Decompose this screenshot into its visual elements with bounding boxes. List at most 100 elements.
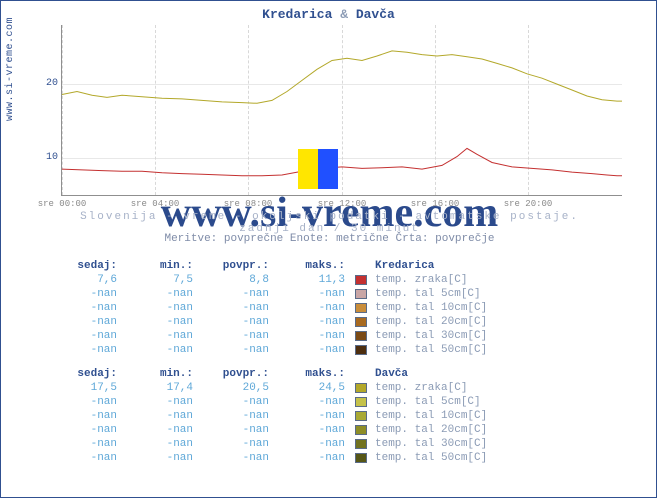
cell-povpr: -nan [201,329,277,343]
table-row: -nan-nan-nan-nantemp. tal 10cm[C] [49,409,495,423]
site-logo [298,149,338,189]
table-row: -nan-nan-nan-nantemp. tal 50cm[C] [49,451,495,465]
cell-povpr: -nan [201,409,277,423]
stats-tables: sedaj:min.:povpr.:maks.:Kredarica7,67,58… [49,259,619,475]
table-row: -nan-nan-nan-nantemp. tal 20cm[C] [49,423,495,437]
cell-maks: 24,5 [277,381,353,395]
y-tick-label: 10 [34,152,58,163]
cell-povpr: -nan [201,437,277,451]
legend-swatch [355,303,367,313]
stats-table-kredarica: sedaj:min.:povpr.:maks.:Kredarica7,67,58… [49,259,495,357]
cell-sedaj: -nan [49,395,125,409]
legend-swatch [355,345,367,355]
x-tick-label: sre 00:00 [38,199,87,209]
cell-povpr: -nan [201,315,277,329]
cell-maks: 11,3 [277,273,353,287]
cell-maks: -nan [277,423,353,437]
title-location-b: Davča [356,7,395,22]
legend-swatch [355,397,367,407]
cell-sedaj: -nan [49,437,125,451]
cell-min: -nan [125,451,201,465]
col-header-sedaj: sedaj: [49,367,125,381]
cell-min: -nan [125,315,201,329]
cell-maks: -nan [277,287,353,301]
x-tick-label: sre 08:00 [224,199,273,209]
table-row: -nan-nan-nan-nantemp. tal 30cm[C] [49,437,495,451]
cell-maks: -nan [277,437,353,451]
cell-maks: -nan [277,451,353,465]
cell-povpr: -nan [201,287,277,301]
table-row: -nan-nan-nan-nantemp. tal 5cm[C] [49,287,495,301]
cell-min: -nan [125,395,201,409]
cell-label: temp. tal 10cm[C] [353,301,495,315]
col-header-povpr: povpr.: [201,259,277,273]
cell-label: temp. tal 30cm[C] [353,437,495,451]
cell-min: -nan [125,329,201,343]
cell-label: temp. tal 50cm[C] [353,343,495,357]
cell-sedaj: 17,5 [49,381,125,395]
table-row: -nan-nan-nan-nantemp. tal 20cm[C] [49,315,495,329]
table-row: 17,517,420,524,5temp. zraka[C] [49,381,495,395]
table-row: -nan-nan-nan-nantemp. tal 50cm[C] [49,343,495,357]
stats-table-davča: sedaj:min.:povpr.:maks.:Davča17,517,420,… [49,367,495,465]
cell-label: temp. tal 5cm[C] [353,395,495,409]
table-row: -nan-nan-nan-nantemp. tal 5cm[C] [49,395,495,409]
legend-swatch [355,425,367,435]
cell-sedaj: -nan [49,423,125,437]
footer-1-text: Slovenija - vreme - okoljski podatki - a… [80,211,579,223]
cell-sedaj: -nan [49,329,125,343]
cell-sedaj: 7,6 [49,273,125,287]
title-location-a: Kredarica [262,7,332,22]
cell-min: -nan [125,409,201,423]
chart-title: Kredarica & Davča [1,1,656,22]
cell-sedaj: -nan [49,287,125,301]
cell-maks: -nan [277,329,353,343]
legend-swatch [355,289,367,299]
root-frame: www.si-vreme.com Kredarica & Davča 1020 … [0,0,657,498]
cell-min: -nan [125,287,201,301]
title-ampersand: & [340,7,348,22]
cell-povpr: -nan [201,451,277,465]
cell-sedaj: -nan [49,315,125,329]
cell-maks: -nan [277,301,353,315]
cell-sedaj: -nan [49,409,125,423]
chart-area: 1020 sre 00:00sre 04:00sre 08:00sre 12:0… [61,25,622,196]
series-line-kredarica [62,148,622,175]
cell-min: 7,5 [125,273,201,287]
col-header-maks: maks.: [277,259,353,273]
x-tick-label: sre 16:00 [411,199,460,209]
x-tick-label: sre 12:00 [318,199,367,209]
table-row: -nan-nan-nan-nantemp. tal 10cm[C] [49,301,495,315]
legend-swatch [355,383,367,393]
legend-swatch [355,411,367,421]
legend-swatch [355,331,367,341]
cell-maks: -nan [277,315,353,329]
cell-povpr: 8,8 [201,273,277,287]
cell-maks: -nan [277,395,353,409]
col-header-maks: maks.: [277,367,353,381]
x-tick-label: sre 04:00 [131,199,180,209]
cell-label: temp. tal 5cm[C] [353,287,495,301]
cell-label: temp. zraka[C] [353,381,495,395]
legend-swatch [355,317,367,327]
cell-sedaj: -nan [49,343,125,357]
col-header-povpr: povpr.: [201,367,277,381]
cell-min: -nan [125,343,201,357]
group-name: Davča [353,367,495,381]
legend-swatch [355,439,367,449]
cell-povpr: -nan [201,343,277,357]
cell-label: temp. zraka[C] [353,273,495,287]
cell-povpr: -nan [201,301,277,315]
group-name: Kredarica [353,259,495,273]
series-line-davča [62,51,622,103]
meritve-line: Meritve: povprečne Enote: metrične Črta:… [1,233,658,245]
cell-sedaj: -nan [49,451,125,465]
site-vertical-label[interactable]: www.si-vreme.com [5,17,16,121]
table-row: -nan-nan-nan-nantemp. tal 30cm[C] [49,329,495,343]
cell-maks: -nan [277,409,353,423]
cell-label: temp. tal 30cm[C] [353,329,495,343]
cell-label: temp. tal 20cm[C] [353,423,495,437]
cell-label: temp. tal 10cm[C] [353,409,495,423]
col-header-min: min.: [125,367,201,381]
cell-label: temp. tal 50cm[C] [353,451,495,465]
